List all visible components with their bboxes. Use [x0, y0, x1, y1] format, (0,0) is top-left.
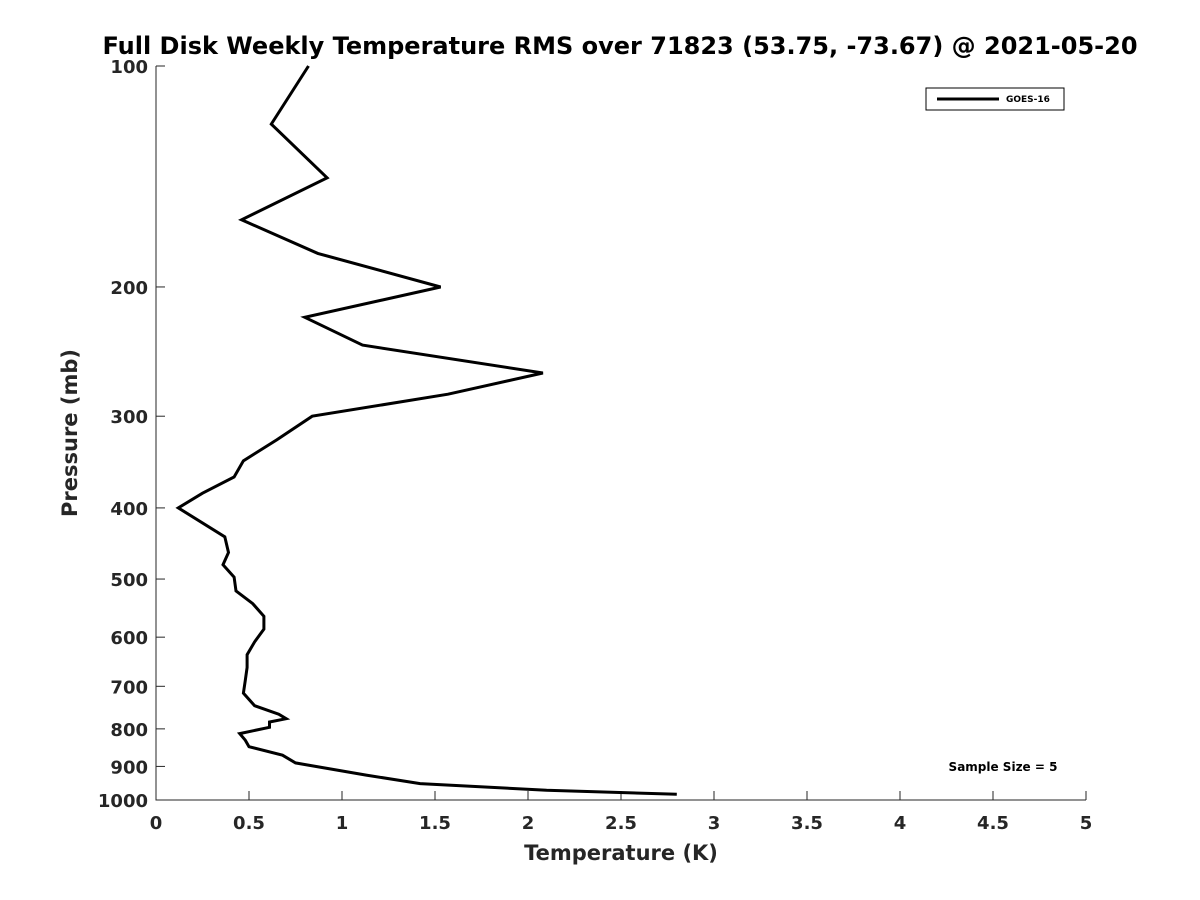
x-tick-label: 1.5: [419, 813, 451, 834]
legend-label: GOES-16: [1006, 95, 1050, 105]
y-axis-ticks: 100 200 300 400 500 600 700 800 900 1000: [98, 57, 165, 812]
x-tick-label: 2.5: [605, 813, 637, 834]
y-tick-label: 600: [110, 628, 148, 649]
x-axis-ticks: 0 0.5 1 1.5 2 2.5 3 3.5 4 4.5 5: [150, 791, 1093, 834]
x-tick-label: 2: [522, 813, 535, 834]
y-tick-label: 100: [110, 57, 148, 78]
y-tick-label: 1000: [98, 791, 148, 812]
y-axis-label: Pressure (mb): [58, 349, 82, 517]
x-axis-label: Temperature (K): [524, 841, 718, 865]
x-tick-label: 3.5: [791, 813, 823, 834]
series-line-goes-16: [175, 65, 677, 796]
axis-frame: [155, 66, 1086, 801]
series-group: [175, 65, 677, 796]
x-tick-label: 4.5: [977, 813, 1009, 834]
x-tick-label: 1: [336, 813, 349, 834]
axes: [155, 66, 1086, 801]
y-tick-label: 900: [110, 757, 148, 778]
y-tick-label: 700: [110, 677, 148, 698]
y-tick-label: 800: [110, 720, 148, 741]
y-tick-label: 200: [110, 278, 148, 299]
x-tick-label: 0: [150, 813, 163, 834]
x-tick-label: 5: [1080, 813, 1093, 834]
sample-size-annotation: Sample Size = 5: [949, 760, 1058, 774]
y-tick-label: 400: [110, 499, 148, 520]
y-tick-label: 500: [110, 570, 148, 591]
x-tick-label: 4: [894, 813, 907, 834]
y-tick-label: 300: [110, 407, 148, 428]
chart-title: Full Disk Weekly Temperature RMS over 71…: [102, 32, 1137, 60]
x-tick-label: 0.5: [233, 813, 265, 834]
legend: GOES-16: [925, 87, 1065, 111]
x-tick-label: 3: [708, 813, 721, 834]
